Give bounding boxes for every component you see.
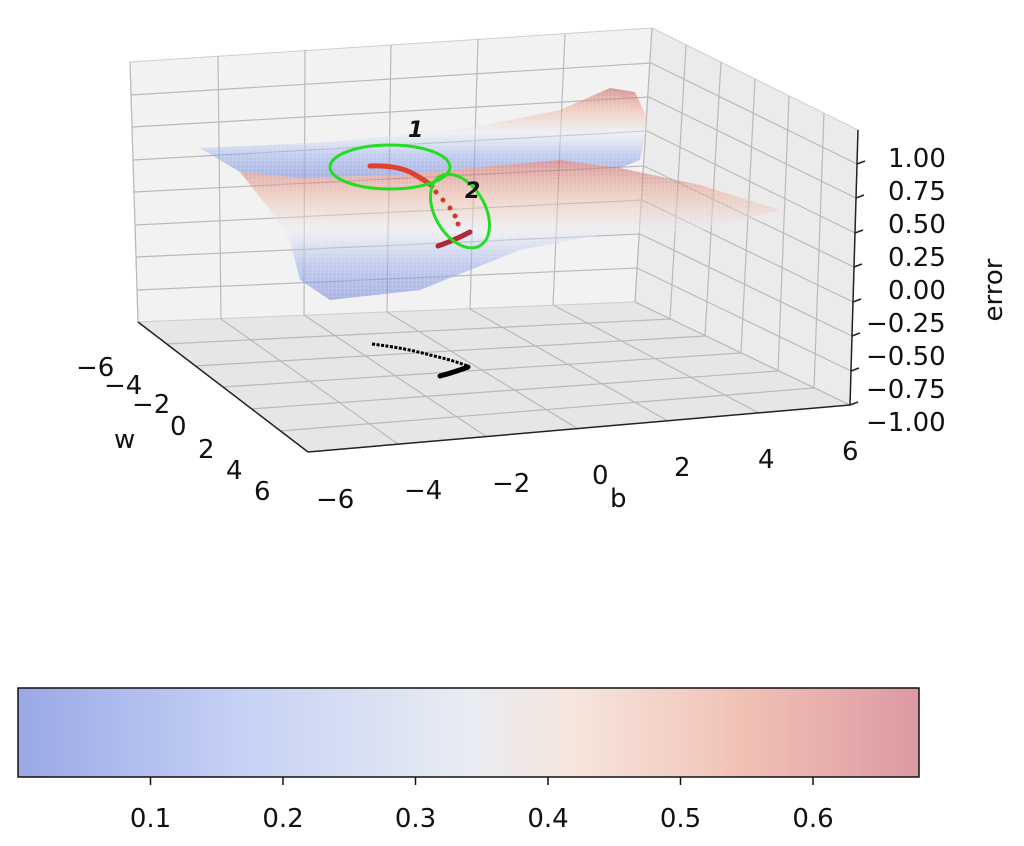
x-tick-label: 0: [592, 461, 609, 491]
z-tick-label: −0.75: [866, 375, 946, 405]
y-axis-line: [137, 321, 309, 453]
trajectory-tail: [435, 229, 473, 249]
trajectory-point: [455, 221, 461, 227]
z-tick-labels: 1.00 0.75 0.50 0.25 0.00 −0.25 −0.50 −0.…: [866, 144, 946, 438]
colorbar-tick-label: 0.6: [792, 804, 833, 834]
z-axis-label: error: [979, 258, 1009, 321]
y-tick-label: −4: [104, 371, 142, 401]
colorbar-gradient: [17, 687, 920, 778]
y-axis-label: w: [114, 425, 135, 455]
x-tick-label: −4: [404, 476, 442, 506]
z-tick-label: 0.75: [888, 177, 946, 207]
x-tick-label: −6: [316, 485, 354, 515]
x-tick-label: −2: [492, 469, 530, 499]
z-tick-label: −0.25: [866, 309, 946, 339]
floor-projection: [371, 342, 471, 379]
annotation-ellipse-2: [429, 172, 491, 250]
colorbar-tick-label: 0.5: [660, 804, 701, 834]
y-tick-label: 4: [226, 456, 243, 486]
colorbar-tick-label: 0.3: [395, 804, 436, 834]
y-tick-label: −2: [132, 390, 170, 420]
z-axis-ticks: [849, 160, 866, 406]
colorbar: 0.1 0.2 0.3 0.4 0.5 0.6: [17, 687, 920, 834]
trajectory-path: [367, 163, 435, 189]
z-axis-line: [849, 129, 859, 406]
axes-3d: [129, 27, 859, 453]
y-tick-labels: −6 −4 −2 0 2 4 6: [76, 353, 271, 507]
x-tick-labels: −6 −4 −2 0 2 4 6: [316, 437, 859, 515]
annotation-label-2: 2: [465, 179, 480, 204]
colorbar-tick-label: 0.2: [262, 804, 303, 834]
x-tick-label: 6: [842, 437, 859, 467]
trajectory-point: [452, 213, 458, 219]
y-tick-label: 0: [170, 412, 187, 442]
colorbar-ticks: 0.1 0.2 0.3 0.4 0.5 0.6: [130, 777, 834, 834]
x-tick-label: 4: [758, 445, 775, 475]
x-axis-line: [307, 404, 851, 453]
x-tick-label: 2: [674, 453, 691, 483]
y-tick-label: −6: [76, 353, 114, 383]
surface-mesh: [200, 88, 780, 300]
floor-grid: [137, 301, 851, 453]
trajectory-point: [433, 189, 439, 195]
projection-path: [371, 342, 469, 368]
annotation-ellipse-1: [328, 143, 452, 191]
projection-tail: [437, 364, 471, 379]
x-axis-label: b: [610, 484, 627, 514]
z-tick-label: −0.50: [866, 342, 946, 372]
error-surface: [200, 88, 780, 300]
y-tick-label: 6: [254, 477, 271, 507]
z-tick-label: 0.00: [888, 276, 946, 306]
z-tick-label: 0.25: [888, 243, 946, 273]
colorbar-tick-label: 0.4: [527, 804, 568, 834]
trajectory: [367, 163, 473, 249]
annotation-label-1: 1: [408, 118, 423, 143]
trajectory-point: [440, 197, 446, 203]
z-tick-label: 0.50: [888, 210, 946, 240]
colorbar-tick-label: 0.1: [130, 804, 171, 834]
y-tick-label: 2: [198, 435, 215, 465]
z-tick-label: −1.00: [866, 408, 946, 438]
trajectory-point: [447, 205, 453, 211]
z-tick-label: 1.00: [888, 144, 946, 174]
